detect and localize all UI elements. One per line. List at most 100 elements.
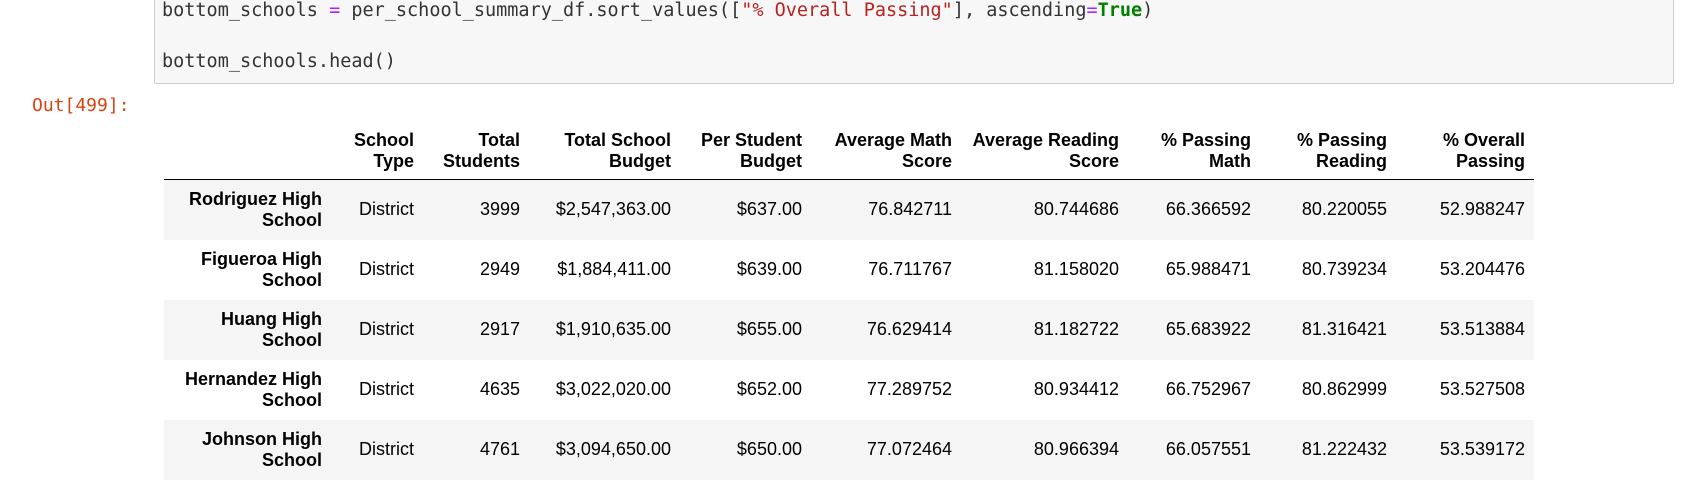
table-cell: 81.158020 <box>1033 259 1119 279</box>
column-header-text: School <box>353 130 414 150</box>
table-cell: 80.934412 <box>1033 379 1119 399</box>
column-header: Average Math Score <box>811 118 961 180</box>
table-cell: 53.204476 <box>1439 259 1525 279</box>
row-index-text: Rodriguez High <box>189 188 322 209</box>
column-header-text: Average Reading <box>972 130 1119 150</box>
column-header-text: Reading <box>1315 151 1387 171</box>
code-call: per_school_summary_df.sort_values([ <box>340 0 742 21</box>
row-index-text: Figueroa High <box>201 248 322 269</box>
table-row: Johnson High School District 4761 $3,094,650… <box>164 419 1534 480</box>
table-cell: 80.966394 <box>1033 439 1119 459</box>
table-cell: 81.316421 <box>1301 319 1387 339</box>
table-cell: $1,910,635.00 <box>555 319 671 339</box>
column-header-text: % Passing <box>1296 130 1387 150</box>
code-paren: ) <box>1142 0 1154 21</box>
code-line-head: bottom_schools.head() <box>162 51 396 72</box>
table-cell: $650.00 <box>736 439 802 459</box>
table-cell: 81.182722 <box>1033 319 1119 339</box>
table-cell: 3999 <box>479 199 520 220</box>
table-row: Rodriguez High School District 3999 $2,547,3… <box>164 179 1534 240</box>
column-header: Average Reading Score <box>961 118 1128 180</box>
column-header-text: Average Math <box>834 130 952 150</box>
table-cell: 80.220055 <box>1301 199 1387 220</box>
table-body: Rodriguez High School District 3999 $2,547,3… <box>164 179 1534 480</box>
column-header-text: Budget <box>609 151 671 171</box>
column-header-text: Score <box>1068 151 1119 171</box>
column-header-text: Type <box>373 151 414 171</box>
row-index-text: Johnson High <box>202 428 322 449</box>
table-row: Hernandez High School District 4635 $3,022,0… <box>164 360 1534 420</box>
table-row: Huang High School District 2917 $1,910,635.0… <box>164 299 1534 360</box>
table-cell: 52.988247 <box>1439 199 1525 220</box>
column-header: Per Student Budget <box>680 118 811 180</box>
table-cell: 77.289752 <box>866 379 952 399</box>
table-cell: 81.222432 <box>1301 439 1387 459</box>
table-cell: $3,094,650.00 <box>555 439 671 459</box>
table-cell: $655.00 <box>736 319 802 339</box>
row-index: Huang High School <box>164 300 331 360</box>
table-cell: 53.513884 <box>1439 319 1525 339</box>
table-cell: $652.00 <box>736 379 802 399</box>
column-header-text: Total School <box>564 130 671 150</box>
table-cell: $1,884,411.00 <box>557 259 671 279</box>
table-cell: 66.366592 <box>1165 199 1251 220</box>
table-cell: $3,022,020.00 <box>555 379 671 399</box>
column-header: % Overall Passing <box>1396 118 1534 180</box>
table-cell: 80.744686 <box>1033 199 1119 220</box>
table-cell: 2949 <box>479 259 520 279</box>
row-index-text: School <box>261 389 322 410</box>
table-cell: $639.00 <box>736 259 802 279</box>
table-cell: 65.683922 <box>1165 319 1251 339</box>
code-input-cell[interactable]: bottom_schools = per_school_summary_df.s… <box>154 0 1674 84</box>
row-index-text: School <box>261 209 322 230</box>
table-cell: District <box>359 319 414 339</box>
column-header-text: % Passing <box>1160 130 1251 150</box>
header-row: School Type Total Students Total School Budge… <box>164 118 1534 180</box>
table-cell: 66.752967 <box>1165 379 1251 399</box>
column-header-text: Math <box>1209 151 1251 171</box>
output-prompt: Out[499]: <box>32 95 130 116</box>
code-variable: bottom_schools <box>162 0 330 21</box>
table-cell: 65.988471 <box>1165 259 1251 279</box>
table-cell: 53.527508 <box>1439 379 1525 399</box>
column-header-text: Passing <box>1455 151 1525 171</box>
table-cell: 4635 <box>479 379 520 399</box>
column-header-text: Students <box>442 151 520 171</box>
column-header: Total School Budget <box>529 118 680 180</box>
column-header-text: % Overall <box>1442 130 1525 150</box>
table-cell: 80.862999 <box>1301 379 1387 399</box>
row-index-text: School <box>261 269 322 290</box>
table-cell: 2917 <box>479 319 520 339</box>
row-index-text: School <box>261 329 322 350</box>
code-string: "% Overall Passing" <box>741 0 953 21</box>
column-header: School Type <box>331 118 423 180</box>
row-index-text: School <box>261 449 322 470</box>
table-cell: $2,547,363.00 <box>555 199 671 220</box>
column-header-text: Budget <box>740 151 802 171</box>
code-operator: = <box>329 0 341 21</box>
column-header: % Passing Math <box>1128 118 1260 180</box>
column-header: Total Students <box>423 118 529 180</box>
row-index: Figueroa High School <box>164 240 331 300</box>
table-cell: District <box>359 199 414 220</box>
column-header-text: Total <box>478 130 520 150</box>
row-index: Rodriguez High School <box>164 180 331 240</box>
dataframe-table: School Type Total Students Total School Budge… <box>164 118 1534 480</box>
row-index: Hernandez High School <box>164 360 331 420</box>
table-header: School Type Total Students Total School Budge… <box>164 118 1534 180</box>
table-cell: District <box>359 439 414 459</box>
row-index-text: Huang High <box>221 308 322 329</box>
row-index-text: Hernandez High <box>184 368 322 389</box>
table-cell: 80.739234 <box>1301 259 1387 279</box>
code-keyword: True <box>1097 0 1143 21</box>
table-row: Figueroa High School District 2949 $1,884,41… <box>164 240 1534 300</box>
table-cell: $637.00 <box>736 199 802 220</box>
column-header: % Passing Reading <box>1260 118 1396 180</box>
table-cell: 76.842711 <box>868 199 952 220</box>
index-header <box>164 118 331 180</box>
table-cell: District <box>359 259 414 279</box>
table-cell: District <box>359 379 414 399</box>
code-line-sort: bottom_schools = per_school_summary_df.s… <box>162 0 1153 23</box>
column-header-text: Score <box>901 151 952 171</box>
